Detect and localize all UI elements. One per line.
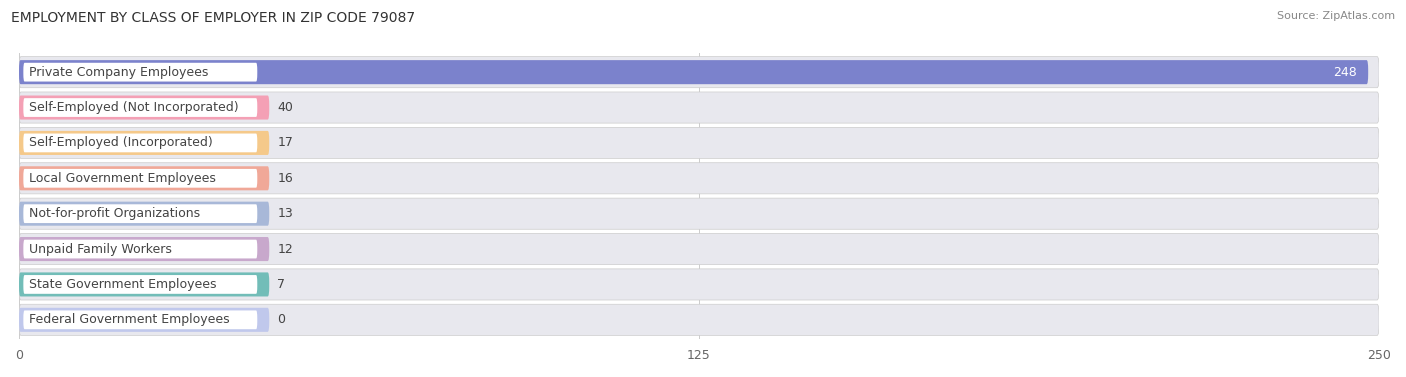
FancyBboxPatch shape: [20, 166, 270, 190]
FancyBboxPatch shape: [20, 237, 270, 261]
Text: 16: 16: [277, 172, 294, 185]
FancyBboxPatch shape: [24, 169, 257, 188]
Text: 7: 7: [277, 278, 285, 291]
FancyBboxPatch shape: [20, 198, 1379, 229]
FancyBboxPatch shape: [20, 233, 1379, 265]
FancyBboxPatch shape: [20, 131, 270, 155]
Text: 12: 12: [277, 242, 294, 256]
Text: EMPLOYMENT BY CLASS OF EMPLOYER IN ZIP CODE 79087: EMPLOYMENT BY CLASS OF EMPLOYER IN ZIP C…: [11, 11, 415, 25]
FancyBboxPatch shape: [20, 269, 1379, 300]
FancyBboxPatch shape: [24, 63, 257, 81]
Text: 17: 17: [277, 136, 294, 149]
FancyBboxPatch shape: [24, 310, 257, 329]
Text: Federal Government Employees: Federal Government Employees: [28, 313, 229, 326]
FancyBboxPatch shape: [20, 60, 1368, 84]
Text: Self-Employed (Incorporated): Self-Employed (Incorporated): [28, 136, 212, 149]
Text: Unpaid Family Workers: Unpaid Family Workers: [28, 242, 172, 256]
Text: Local Government Employees: Local Government Employees: [28, 172, 215, 185]
FancyBboxPatch shape: [20, 273, 270, 296]
Text: 40: 40: [277, 101, 294, 114]
FancyBboxPatch shape: [20, 163, 1379, 194]
FancyBboxPatch shape: [20, 304, 1379, 336]
FancyBboxPatch shape: [24, 240, 257, 259]
Text: Not-for-profit Organizations: Not-for-profit Organizations: [28, 207, 200, 220]
Text: Private Company Employees: Private Company Employees: [28, 66, 208, 79]
FancyBboxPatch shape: [20, 308, 270, 332]
Text: 248: 248: [1333, 66, 1357, 79]
Text: Self-Employed (Not Incorporated): Self-Employed (Not Incorporated): [28, 101, 239, 114]
FancyBboxPatch shape: [20, 127, 1379, 158]
Text: Source: ZipAtlas.com: Source: ZipAtlas.com: [1277, 11, 1395, 21]
FancyBboxPatch shape: [24, 204, 257, 223]
Text: State Government Employees: State Government Employees: [28, 278, 217, 291]
FancyBboxPatch shape: [20, 57, 1379, 88]
FancyBboxPatch shape: [24, 98, 257, 117]
FancyBboxPatch shape: [24, 275, 257, 294]
Text: 0: 0: [277, 313, 285, 326]
FancyBboxPatch shape: [24, 133, 257, 152]
Text: 13: 13: [277, 207, 294, 220]
FancyBboxPatch shape: [20, 92, 1379, 123]
FancyBboxPatch shape: [20, 202, 270, 226]
FancyBboxPatch shape: [20, 95, 270, 120]
